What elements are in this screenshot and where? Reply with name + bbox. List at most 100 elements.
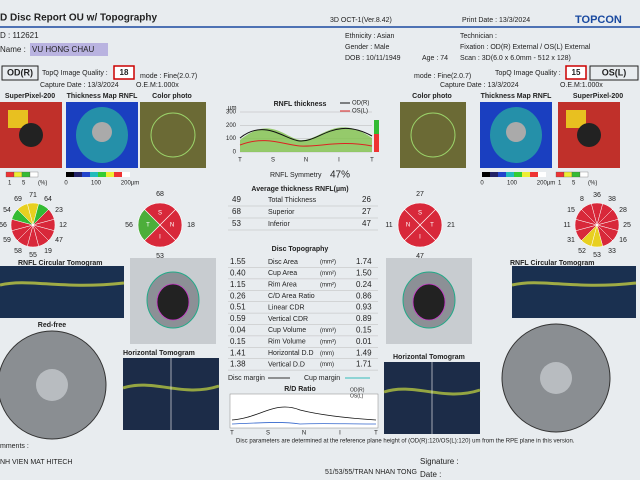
scale-label: 1 [8, 181, 12, 187]
ethnicity: Ethnicity : Asian [345, 33, 395, 40]
comments-label: mments : [0, 443, 29, 450]
clock-value: 38 [608, 196, 616, 203]
scale-swatch [66, 172, 74, 177]
normal-band [240, 127, 372, 152]
row-label: Vertical CDR [268, 316, 308, 323]
quality-value: 15 [572, 68, 581, 77]
image-label: RNFL Circular Tomogram [18, 260, 103, 267]
legend-bar [374, 120, 379, 134]
technician: Technician : [460, 33, 497, 40]
quadrant-value: 18 [187, 222, 195, 229]
quality-value: 18 [120, 68, 129, 77]
y-tick-label: 100 [226, 136, 237, 142]
optic-disc [92, 122, 112, 142]
od-curve [231, 406, 377, 421]
od-curve [239, 127, 373, 142]
retina-layer [122, 383, 220, 392]
quality-box [565, 65, 587, 80]
od-value: 49 [232, 195, 241, 204]
x-tick-label: S [266, 431, 270, 437]
clock-sector [17, 203, 34, 226]
unit: (mm²) [320, 260, 336, 266]
scale-label: 5 [572, 181, 576, 187]
scale-label: 100 [507, 181, 518, 187]
scale-swatch [538, 172, 546, 177]
retina-layer [511, 281, 637, 287]
circular-tomogram [512, 266, 636, 318]
scale-swatch [571, 171, 581, 178]
os-value: 1.50 [356, 269, 372, 278]
scale-swatch [579, 171, 589, 178]
od-value: 0.59 [230, 314, 246, 323]
scale-swatch [5, 171, 15, 178]
date-label: Date : [420, 470, 441, 479]
od-value: 0.51 [230, 303, 246, 312]
os-value: 0.24 [356, 280, 372, 289]
od-value: 0.15 [230, 337, 246, 346]
od-value: 1.15 [230, 280, 246, 289]
scale-label: 100 [91, 181, 102, 187]
unit: µm [228, 106, 236, 112]
os-curve [239, 140, 373, 147]
capture-date: Capture Date : 13/3/2024 [40, 82, 119, 89]
optic-disc [577, 123, 601, 147]
scale-label: 200µm [537, 181, 555, 187]
scan: Scan : 3D(6.0 x 6.0mm - 512 x 128) [460, 55, 571, 62]
quadrant-sector [144, 224, 176, 248]
quadrant-letter: S [158, 211, 162, 217]
clock-value: 31 [567, 237, 575, 244]
unit: (mm³) [320, 328, 336, 334]
quadrant-sector [419, 209, 443, 241]
gender: Gender : Male [345, 44, 389, 51]
od-value: 0.04 [230, 326, 246, 335]
unit: (mm²) [320, 282, 336, 288]
unit: (mm³) [320, 339, 336, 345]
table-title: Disc Topography [272, 246, 329, 253]
clock-value: 53 [593, 252, 601, 259]
od-value: 1.41 [230, 348, 246, 357]
os-curve [231, 422, 377, 425]
quadrant-letter: S [418, 211, 422, 217]
scale-swatch [90, 172, 98, 177]
scale-label: (%) [38, 181, 47, 187]
patient-id: D : 112621 [0, 31, 39, 40]
eye-label: OD(R) [7, 67, 33, 77]
image-label: RNFL Circular Tomogram [510, 260, 595, 267]
unit: (mm²) [320, 271, 336, 277]
quadrant-value: 68 [156, 191, 164, 198]
image-label: SuperPixel-200 [5, 93, 55, 100]
eye-box [589, 65, 639, 81]
os-value: 1.71 [356, 360, 372, 369]
quadrant-sector [397, 209, 421, 241]
chart-title: R/D Ratio [284, 386, 316, 393]
clock-value: 54 [3, 207, 11, 214]
y-tick-label: 0 [233, 150, 237, 156]
x-tick-label: T [370, 158, 374, 164]
clock-value: 11 [563, 222, 570, 229]
unit: (mm) [320, 351, 334, 357]
image-label: Thickness Map RNFL [67, 93, 139, 100]
clock-sector [581, 203, 598, 226]
row-label: Rim Volume [268, 339, 306, 346]
clock-value: 56 [0, 222, 7, 229]
scale-swatch [482, 172, 490, 177]
x-tick-label: S [271, 158, 275, 164]
brand: TOPCON [575, 14, 622, 26]
oem: O.E.M:1.000x [136, 82, 179, 89]
cup-outline [156, 283, 190, 321]
quadrant-letter: T [430, 223, 434, 229]
scale-label: 200µm [121, 181, 139, 187]
y-tick-label: 200 [226, 123, 237, 129]
os-value: 0.93 [356, 303, 372, 312]
print-date: Print Date : 13/3/2024 [462, 17, 530, 24]
os-value: 47 [362, 219, 371, 228]
image-label: Color photo [412, 93, 452, 100]
clinic: NH VIEN MAT HITECH [0, 459, 72, 466]
color-photo [400, 102, 466, 168]
scale-swatch [21, 171, 31, 178]
superpixel-patch [566, 110, 586, 128]
mode: mode : Fine(2.0.7) [140, 73, 197, 80]
x-tick-label: T [374, 431, 378, 437]
clock-value: 55 [29, 252, 37, 259]
red-free-center [36, 369, 68, 401]
